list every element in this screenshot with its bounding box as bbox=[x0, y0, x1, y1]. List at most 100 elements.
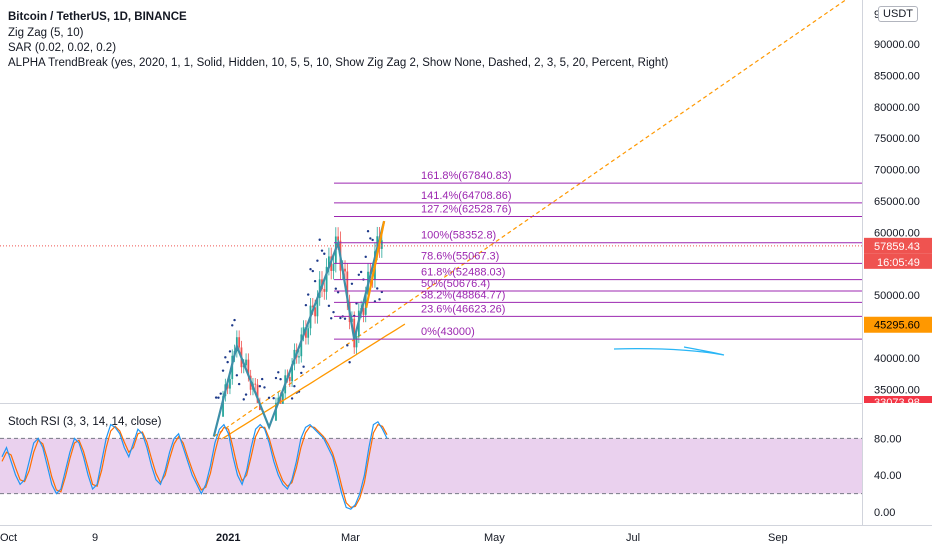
price-tick-label: 50000.00 bbox=[874, 290, 920, 302]
sar-dot bbox=[274, 376, 278, 380]
sar-dot bbox=[313, 279, 317, 283]
candle-body bbox=[291, 364, 293, 382]
sar-dot bbox=[330, 317, 333, 320]
rsi-tick-label: 80.00 bbox=[874, 433, 902, 445]
sar-dot bbox=[228, 350, 232, 353]
fib-level-label: 78.6%(55067.3) bbox=[421, 250, 499, 262]
candle-body bbox=[300, 334, 303, 357]
candle-body bbox=[238, 337, 241, 348]
sar-dot bbox=[277, 371, 280, 374]
sar-dots bbox=[214, 230, 384, 401]
bottom-price-value: 33073.98 bbox=[874, 397, 920, 409]
candle-body bbox=[346, 271, 349, 303]
sar-dot bbox=[260, 377, 264, 381]
candle-body bbox=[254, 383, 257, 385]
fib-level-label: 161.8%(67840.83) bbox=[421, 170, 512, 182]
trend-projection-line bbox=[213, 0, 847, 437]
candle-body bbox=[328, 256, 330, 267]
candle-body bbox=[325, 266, 328, 292]
candle-body bbox=[281, 393, 284, 404]
sar-dot bbox=[233, 318, 236, 322]
sar-dot bbox=[355, 302, 358, 305]
sar-dot bbox=[224, 356, 227, 359]
sar-dot bbox=[244, 393, 248, 396]
bottom-price-tag bbox=[864, 396, 932, 403]
price-axis: 90000.00 85000.00 80000.00 75000.00 70000.00… bbox=[864, 9, 932, 409]
sar-dot bbox=[293, 384, 296, 388]
sar-dot bbox=[226, 360, 229, 364]
fib-level-label: 100%(58352.8) bbox=[421, 230, 496, 242]
fib-level-label: 50%(50676.4) bbox=[421, 278, 490, 290]
sar-dot bbox=[235, 374, 239, 377]
sar-dot bbox=[306, 293, 310, 296]
fib-level-label: 141.4%(64708.86) bbox=[421, 190, 512, 202]
time-tick-label: May bbox=[484, 532, 505, 544]
sar-dot bbox=[371, 238, 374, 242]
price-tick-label: 40000.00 bbox=[874, 353, 920, 365]
sar-dot bbox=[304, 303, 308, 307]
sar-dot bbox=[336, 291, 340, 294]
sar-dot bbox=[217, 396, 220, 399]
time-tick-label: Mar bbox=[341, 532, 360, 544]
current-price-tag bbox=[864, 237, 932, 254]
time-tick-label: Jul bbox=[626, 532, 640, 544]
indicator-alpha-trendbreak[interactable]: ALPHA TrendBreak (yes, 2020, 1, 1, Solid… bbox=[8, 57, 669, 69]
sar-dot bbox=[334, 287, 338, 290]
rsi-axis: 80.00 40.00 0.00 bbox=[874, 433, 902, 519]
sar-dot bbox=[323, 252, 326, 255]
sar-dot bbox=[242, 398, 245, 401]
sar-dot bbox=[272, 396, 275, 400]
chart-title: Bitcoin / TetherUS, 1D, BINANCE bbox=[8, 11, 187, 23]
sar-dot bbox=[346, 344, 349, 347]
sar-dot bbox=[327, 304, 331, 308]
price-tick-label: 65000.00 bbox=[874, 196, 920, 208]
rsi-band bbox=[0, 438, 862, 494]
stoch-rsi-title[interactable]: Stoch RSI (3, 3, 14, 14, close) bbox=[8, 416, 162, 428]
sar-dot bbox=[267, 396, 271, 400]
fib-level-label: 23.6%(46623.26) bbox=[421, 303, 505, 315]
price-tick-label: 80000.00 bbox=[874, 102, 920, 114]
candle-body bbox=[355, 336, 358, 348]
candle-body bbox=[314, 307, 316, 317]
indicator-zigzag[interactable]: Zig Zag (5, 10) bbox=[8, 27, 84, 39]
candle-body bbox=[304, 327, 307, 338]
sar-dot bbox=[309, 268, 312, 271]
candle-body bbox=[307, 328, 310, 338]
rsi-k-line bbox=[1, 420, 388, 510]
candle-body bbox=[279, 397, 282, 404]
candle-body bbox=[362, 308, 365, 315]
sar-dot bbox=[221, 369, 225, 372]
rsi-tick-label: 0.00 bbox=[874, 507, 895, 519]
countdown-value: 16:05:49 bbox=[877, 257, 920, 269]
price-tick-label: 90000.00 bbox=[874, 39, 920, 51]
candle-body bbox=[245, 359, 247, 366]
sar-dot bbox=[300, 371, 303, 375]
candle-body bbox=[344, 268, 346, 272]
candle-body bbox=[380, 240, 383, 249]
current-price-value: 57859.43 bbox=[874, 241, 920, 253]
sar-dot bbox=[339, 316, 342, 320]
sar-dot bbox=[279, 378, 282, 381]
candle-body bbox=[288, 376, 291, 382]
currency-button[interactable]: USDT bbox=[878, 6, 918, 22]
zigzag-line bbox=[212, 220, 386, 437]
fib-level-label: 61.8%(52488.03) bbox=[421, 267, 505, 279]
sar-dot bbox=[364, 255, 367, 259]
candle-body bbox=[302, 327, 305, 335]
price-tick-label: 35000.00 bbox=[874, 384, 920, 396]
sar-dot bbox=[263, 386, 266, 389]
sar-dot bbox=[366, 230, 370, 233]
candle-body bbox=[332, 263, 335, 271]
level-price-value: 45295.60 bbox=[874, 320, 920, 332]
candle-body bbox=[298, 356, 300, 358]
countdown-tag bbox=[864, 253, 932, 269]
drawn-arrow bbox=[613, 346, 725, 356]
indicator-sar[interactable]: SAR (0.02, 0.02, 0.2) bbox=[8, 42, 117, 54]
time-axis: Oct 9 2021 Mar May Jul Sep bbox=[0, 532, 788, 544]
sar-dot bbox=[290, 397, 294, 400]
candle-body bbox=[337, 236, 340, 241]
sar-dot bbox=[214, 396, 218, 399]
sar-dot bbox=[378, 298, 381, 301]
candle-body bbox=[222, 396, 224, 417]
